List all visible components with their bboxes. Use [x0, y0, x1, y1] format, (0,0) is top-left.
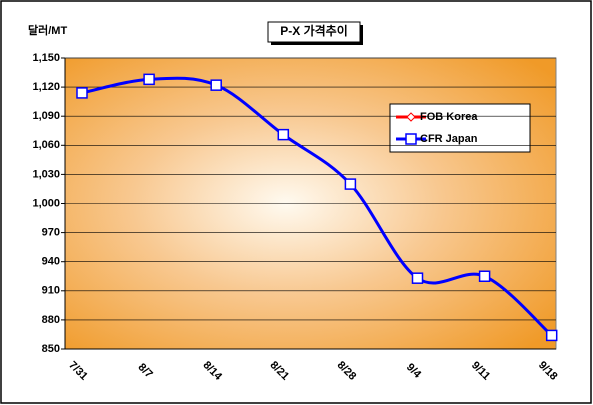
y-tick-label: 1,030 — [32, 168, 60, 180]
y-tick-label: 1,060 — [32, 139, 60, 151]
legend-label: CFR Japan — [420, 133, 478, 145]
legend — [389, 103, 531, 153]
y-tick-label: 940 — [42, 256, 60, 268]
data-point — [478, 270, 491, 282]
y-tick-label: 970 — [42, 227, 60, 239]
data-point — [143, 73, 155, 86]
data-point — [277, 128, 290, 141]
chart-title: P-X 가격추이 — [280, 23, 348, 38]
data-point — [76, 87, 88, 99]
y-tick-label: 1,090 — [32, 110, 60, 122]
data-point — [344, 178, 357, 190]
legend-marker — [405, 133, 417, 145]
y-axis-label: 달러/MT — [28, 23, 67, 37]
legend-marker — [406, 112, 416, 122]
y-tick-label: 1,000 — [32, 197, 60, 209]
y-tick-label: 1,120 — [32, 81, 60, 93]
y-tick-label: 1,150 — [32, 52, 60, 64]
data-point — [210, 79, 222, 91]
title-box — [267, 21, 361, 43]
legend-label: FOB Korea — [420, 111, 478, 123]
y-tick-label: 850 — [42, 343, 60, 355]
data-point — [545, 329, 558, 342]
y-tick-label: 880 — [42, 314, 60, 326]
y-tick-label: 910 — [42, 285, 60, 297]
data-point — [411, 272, 424, 284]
